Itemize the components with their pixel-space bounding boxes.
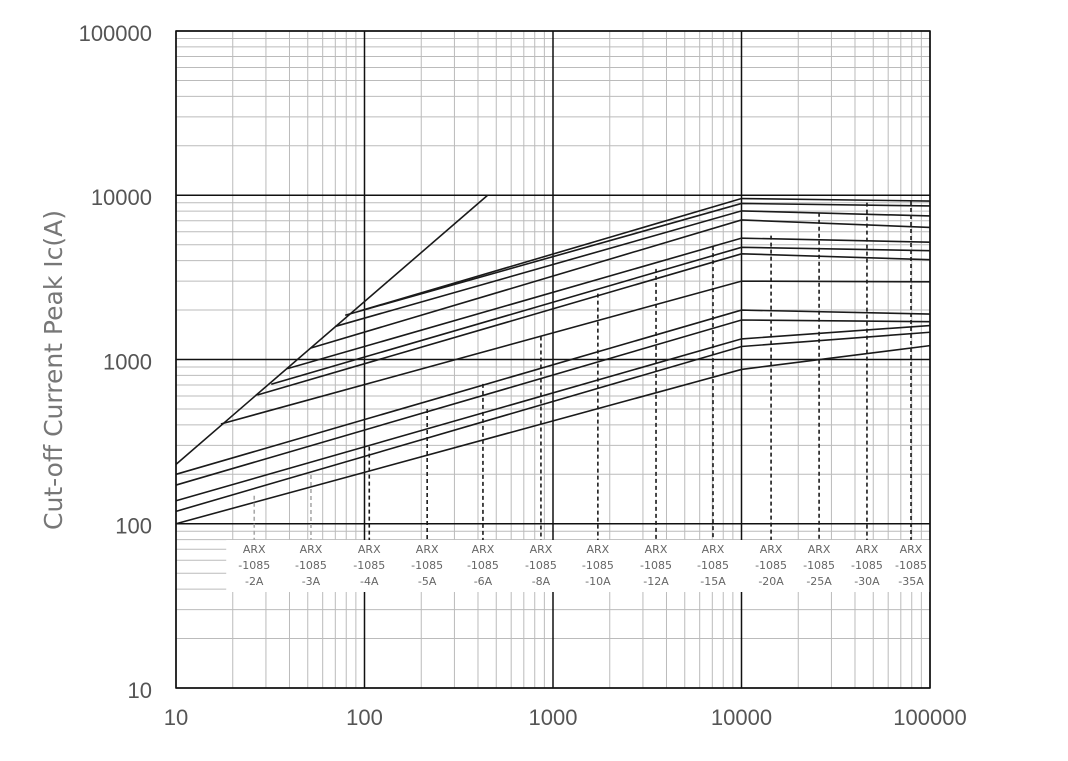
marker-label: -1085 xyxy=(851,559,883,572)
marker-label: -1085 xyxy=(467,559,499,572)
marker-label: -1085 xyxy=(803,559,835,572)
y-tick-label: 100000 xyxy=(79,21,152,46)
line xyxy=(257,253,931,396)
marker-label: -35A xyxy=(898,575,924,588)
y-tick-label: 10 xyxy=(128,678,152,703)
marker-label: ARX xyxy=(808,543,831,556)
marker-label: -1085 xyxy=(525,559,557,572)
marker-label: -1085 xyxy=(353,559,385,572)
line xyxy=(175,194,489,465)
marker-label: -3A xyxy=(302,575,321,588)
x-tick-label: 10000 xyxy=(711,705,772,730)
marker-label: -2A xyxy=(245,575,264,588)
marker-label: -1085 xyxy=(895,559,927,572)
marker-label: ARX xyxy=(760,543,783,556)
marker-label: -6A xyxy=(474,575,493,588)
marker-label: ARX xyxy=(702,543,725,556)
marker-label: -5A xyxy=(418,575,437,588)
y-tick-label: 1000 xyxy=(103,349,152,374)
label-box xyxy=(226,540,930,592)
marker-label: -1085 xyxy=(238,559,270,572)
marker-label: -10A xyxy=(585,575,611,588)
marker-label: ARX xyxy=(416,543,439,556)
line xyxy=(175,309,931,476)
marker-label: -12A xyxy=(643,575,669,588)
y-tick-label: 100 xyxy=(115,514,152,539)
marker-label: ARX xyxy=(856,543,879,556)
marker-label: ARX xyxy=(900,543,923,556)
plot-border xyxy=(175,30,931,689)
marker-label: -1085 xyxy=(640,559,672,572)
line xyxy=(175,319,931,486)
marker-label: ARX xyxy=(243,543,266,556)
marker-label: -1085 xyxy=(697,559,729,572)
line xyxy=(270,246,931,386)
marker-label: ARX xyxy=(645,543,668,556)
marker-label: -30A xyxy=(854,575,880,588)
marker-label: -20A xyxy=(758,575,784,588)
x-tick-label: 1000 xyxy=(529,705,578,730)
line xyxy=(335,210,931,328)
x-tick-label: 100 xyxy=(346,705,383,730)
marker-label: ARX xyxy=(587,543,610,556)
marker-label: -1085 xyxy=(582,559,614,572)
y-axis-label: Cut-off Current Peak Ic(A) xyxy=(39,210,68,530)
line xyxy=(310,219,931,349)
x-tick-label: 100000 xyxy=(893,705,966,730)
line xyxy=(360,197,931,312)
marker-label: -25A xyxy=(806,575,832,588)
marker-label: ARX xyxy=(530,543,553,556)
x-tick-label: 10 xyxy=(164,705,188,730)
marker-label: -1085 xyxy=(755,559,787,572)
marker-label: -15A xyxy=(700,575,726,588)
y-tick-label: 10000 xyxy=(91,185,152,210)
marker-label: -1085 xyxy=(411,559,443,572)
marker-label: -1085 xyxy=(295,559,327,572)
marker-label: -4A xyxy=(360,575,379,588)
marker-label: ARX xyxy=(358,543,381,556)
marker-label: ARX xyxy=(472,543,495,556)
marker-label: ARX xyxy=(300,543,323,556)
marker-label: -8A xyxy=(532,575,551,588)
